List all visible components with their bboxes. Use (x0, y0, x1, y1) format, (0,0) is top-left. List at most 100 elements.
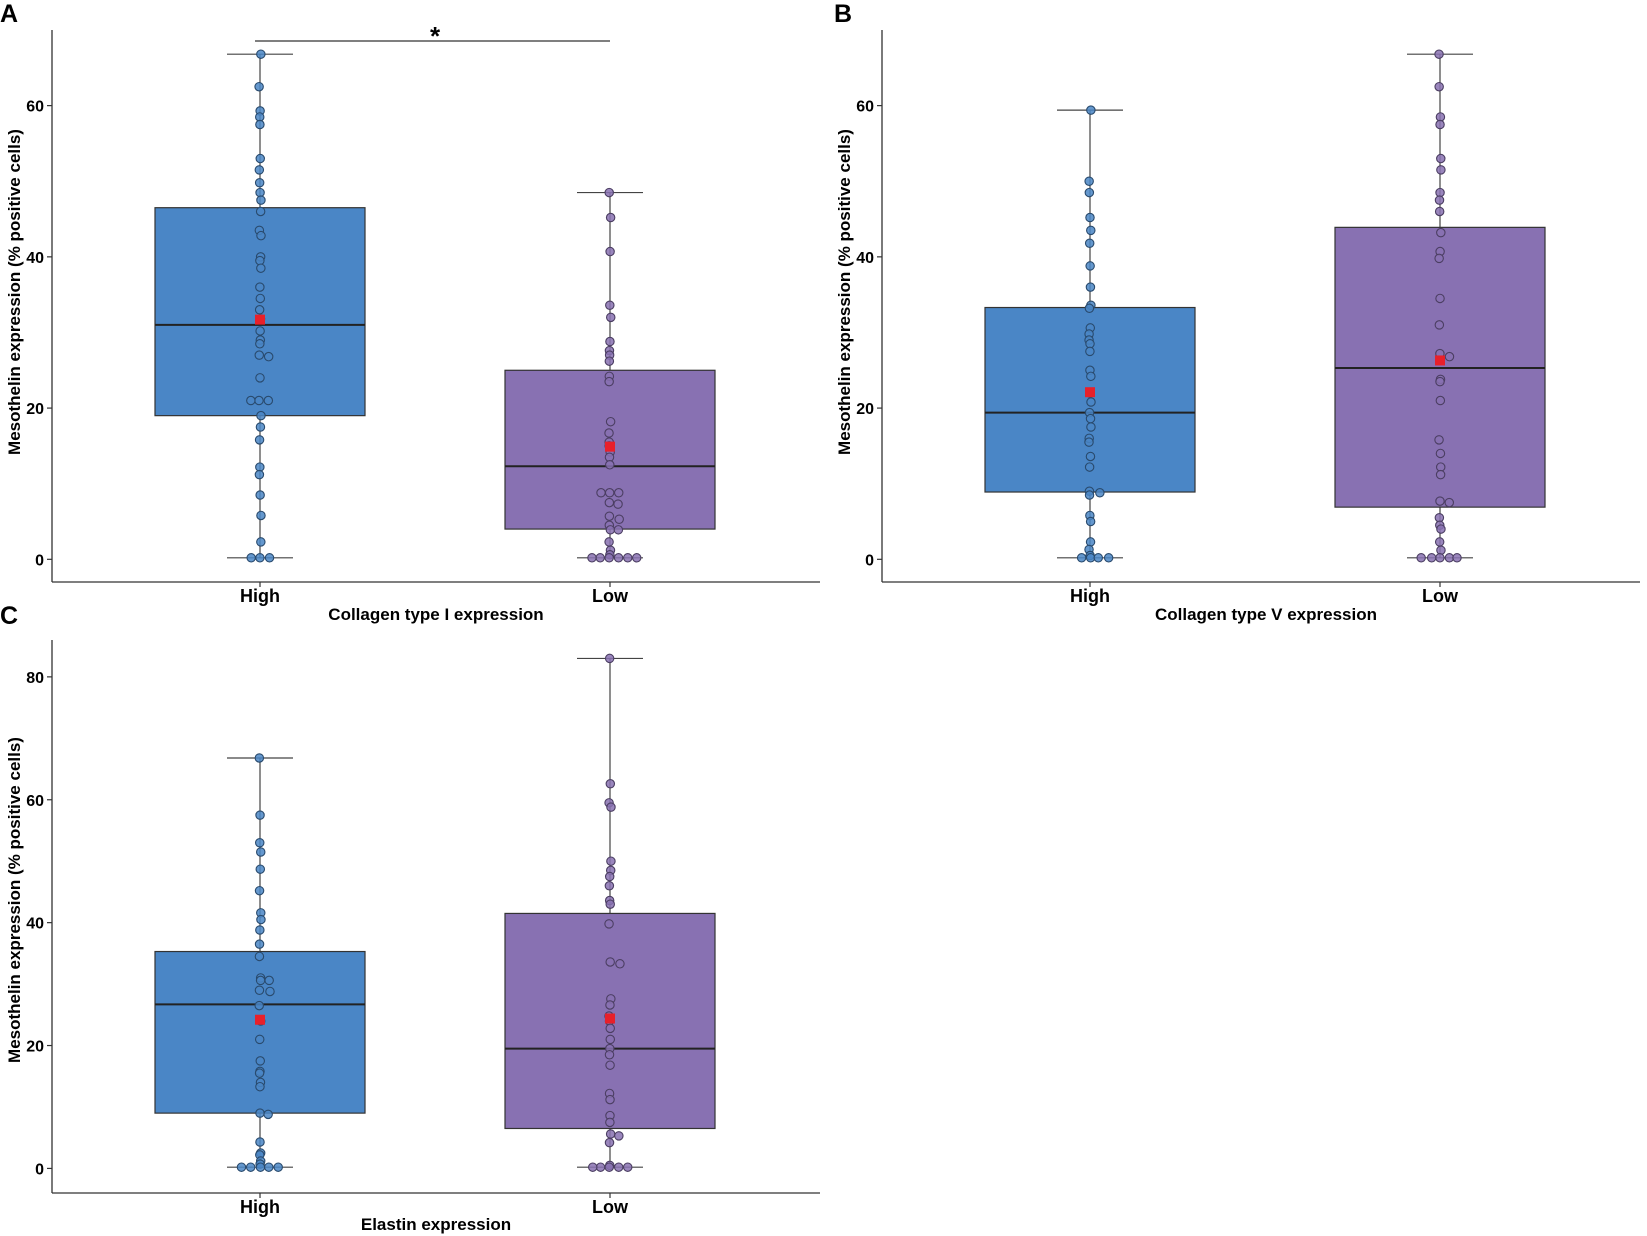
data-point (595, 553, 605, 563)
data-point (613, 525, 624, 535)
data-point (1436, 524, 1446, 534)
data-point (1103, 553, 1114, 563)
data-point (1095, 488, 1105, 498)
data-point (605, 416, 616, 427)
data-point (256, 410, 266, 421)
data-point (1435, 553, 1445, 563)
data-point (604, 1162, 614, 1172)
data-point (1426, 553, 1437, 563)
x-tick-label-high: High (1070, 586, 1110, 606)
panel-b-y-axis-title: Mesothelin expression (% positive cells) (835, 129, 854, 455)
data-point (604, 428, 614, 438)
data-point (1076, 553, 1087, 563)
data-point (631, 553, 642, 563)
data-point (622, 1162, 633, 1172)
data-point (605, 212, 616, 223)
data-point (605, 246, 615, 257)
data-point (605, 525, 616, 535)
data-point (604, 1050, 615, 1060)
x-tick-label-low: Low (592, 1197, 629, 1217)
data-point (256, 49, 266, 59)
data-point (1444, 351, 1455, 362)
data-point (1444, 497, 1455, 508)
data-point (254, 1068, 265, 1078)
data-point (605, 1034, 616, 1045)
data-point (1434, 206, 1445, 217)
data-point (604, 488, 615, 498)
data-point (255, 925, 265, 935)
data-point (254, 951, 265, 962)
data-point (255, 975, 266, 986)
y-tick-label: 0 (865, 552, 874, 569)
data-point (604, 1137, 615, 1148)
data-point (1084, 462, 1095, 472)
panel-a-x-axis-title: Collagen type I expression (328, 605, 543, 624)
data-point (1434, 435, 1444, 445)
significance-label: * (430, 21, 441, 51)
panel-label-b: B (834, 0, 852, 28)
data-point (1093, 553, 1104, 563)
data-point (1416, 553, 1426, 563)
data-point (255, 1162, 266, 1172)
mean-marker (605, 1013, 615, 1024)
data-point (254, 177, 265, 188)
data-point (255, 373, 265, 383)
data-point (1435, 395, 1446, 406)
data-point (1436, 153, 1446, 164)
data-point (587, 553, 597, 563)
data-point (254, 81, 264, 92)
data-point (1434, 195, 1445, 205)
panel-c-x-axis-title: Elastin expression (361, 1215, 511, 1234)
data-point (615, 959, 625, 969)
panel-b: B 0 20 40 60 High Low Collagen type V express… (834, 0, 1640, 624)
panel-a: A 0 20 40 60 High Low * Collagen type I expres… (0, 0, 820, 624)
data-point (254, 435, 265, 445)
data-point (265, 986, 275, 997)
data-point (254, 1034, 265, 1045)
data-point (605, 957, 615, 967)
data-point (255, 490, 265, 500)
x-tick-label-low: Low (1422, 586, 1459, 606)
data-point (605, 1094, 615, 1105)
data-point (255, 206, 266, 217)
data-point (606, 802, 616, 812)
data-point (254, 350, 265, 360)
mean-marker (605, 441, 615, 452)
data-point (255, 1056, 266, 1066)
x-tick-label-high: High (240, 1197, 280, 1217)
data-point (1434, 253, 1444, 264)
data-point (263, 1109, 273, 1120)
data-point (256, 537, 266, 547)
data-point (263, 395, 274, 406)
data-point (255, 810, 265, 820)
panel-a-plot: 0 20 40 60 High Low * (26, 21, 820, 606)
panel-c: C 0 20 40 60 80 High Low Elastin expression Me… (0, 602, 820, 1234)
data-point (605, 899, 615, 909)
data-point (613, 1162, 624, 1172)
x-tick-label-low: Low (592, 586, 629, 606)
box-group-high (154, 49, 366, 563)
y-tick-label: 60 (856, 99, 874, 116)
box-group-low (504, 187, 716, 563)
panel-c-y-axis-title: Mesothelin expression (% positive cells) (5, 737, 24, 1063)
data-point (254, 838, 265, 848)
data-point (246, 553, 256, 563)
data-point (587, 1162, 598, 1172)
y-tick-label: 60 (26, 793, 44, 810)
y-tick-label: 40 (26, 916, 44, 933)
box-group-high (984, 105, 1196, 563)
data-point (254, 165, 265, 175)
data-point (245, 1162, 256, 1172)
data-point (1086, 371, 1096, 382)
data-point (273, 1162, 283, 1172)
data-point (255, 1081, 265, 1092)
data-point (254, 885, 265, 896)
panel-b-x-axis-title: Collagen type V expression (1155, 605, 1377, 624)
data-point (256, 230, 266, 241)
data-point (1086, 422, 1096, 432)
data-point (1435, 496, 1445, 506)
data-point (1084, 176, 1094, 186)
mean-marker (1085, 387, 1095, 398)
data-point (1452, 553, 1462, 563)
